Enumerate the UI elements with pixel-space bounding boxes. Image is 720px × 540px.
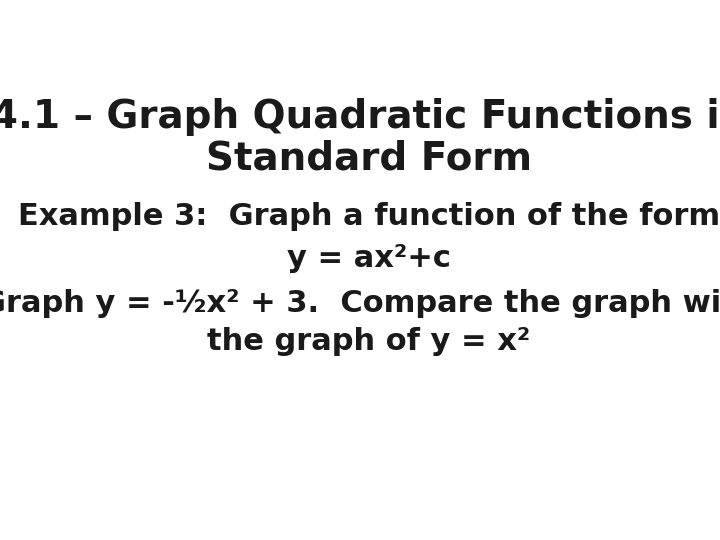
Text: Standard Form: Standard Form: [206, 139, 532, 177]
Text: Graph y = -½x² + 3.  Compare the graph with: Graph y = -½x² + 3. Compare the graph wi…: [0, 289, 720, 319]
Text: 4.1 – Graph Quadratic Functions in: 4.1 – Graph Quadratic Functions in: [0, 98, 720, 136]
Text: the graph of y = x²: the graph of y = x²: [207, 327, 531, 356]
Text: Example 3:  Graph a function of the form: Example 3: Graph a function of the form: [18, 202, 720, 231]
Text: y = ax²+c: y = ax²+c: [287, 244, 451, 273]
